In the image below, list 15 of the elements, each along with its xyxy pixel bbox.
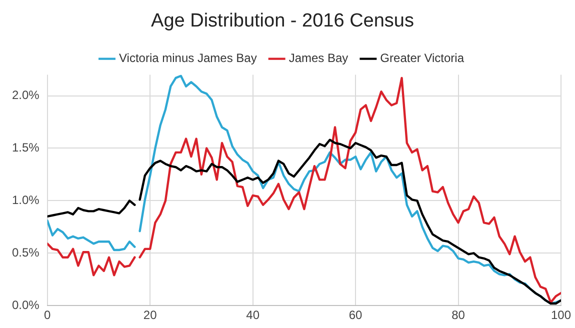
y-tick-label: 0.0% — [12, 298, 40, 312]
y-tick-label: 1.5% — [12, 140, 40, 155]
legend-label: James Bay — [288, 51, 348, 66]
x-tick-label: 0 — [44, 308, 52, 322]
x-tick-label: 60 — [348, 308, 363, 322]
legend-label: Victoria minus James Bay — [119, 51, 257, 66]
x-tick-label: 100 — [550, 308, 572, 322]
y-tick-label: 1.0% — [12, 193, 40, 208]
x-tick-label: 20 — [143, 308, 158, 322]
x-tick-label: 40 — [246, 308, 260, 322]
legend-label: Greater Victoria — [380, 51, 464, 66]
y-tick-label: 2.0% — [12, 88, 40, 102]
chart-title: Age Distribution - 2016 Census — [151, 10, 414, 32]
x-tick-label: 80 — [452, 308, 466, 322]
y-tick-label: 0.5% — [12, 245, 40, 260]
